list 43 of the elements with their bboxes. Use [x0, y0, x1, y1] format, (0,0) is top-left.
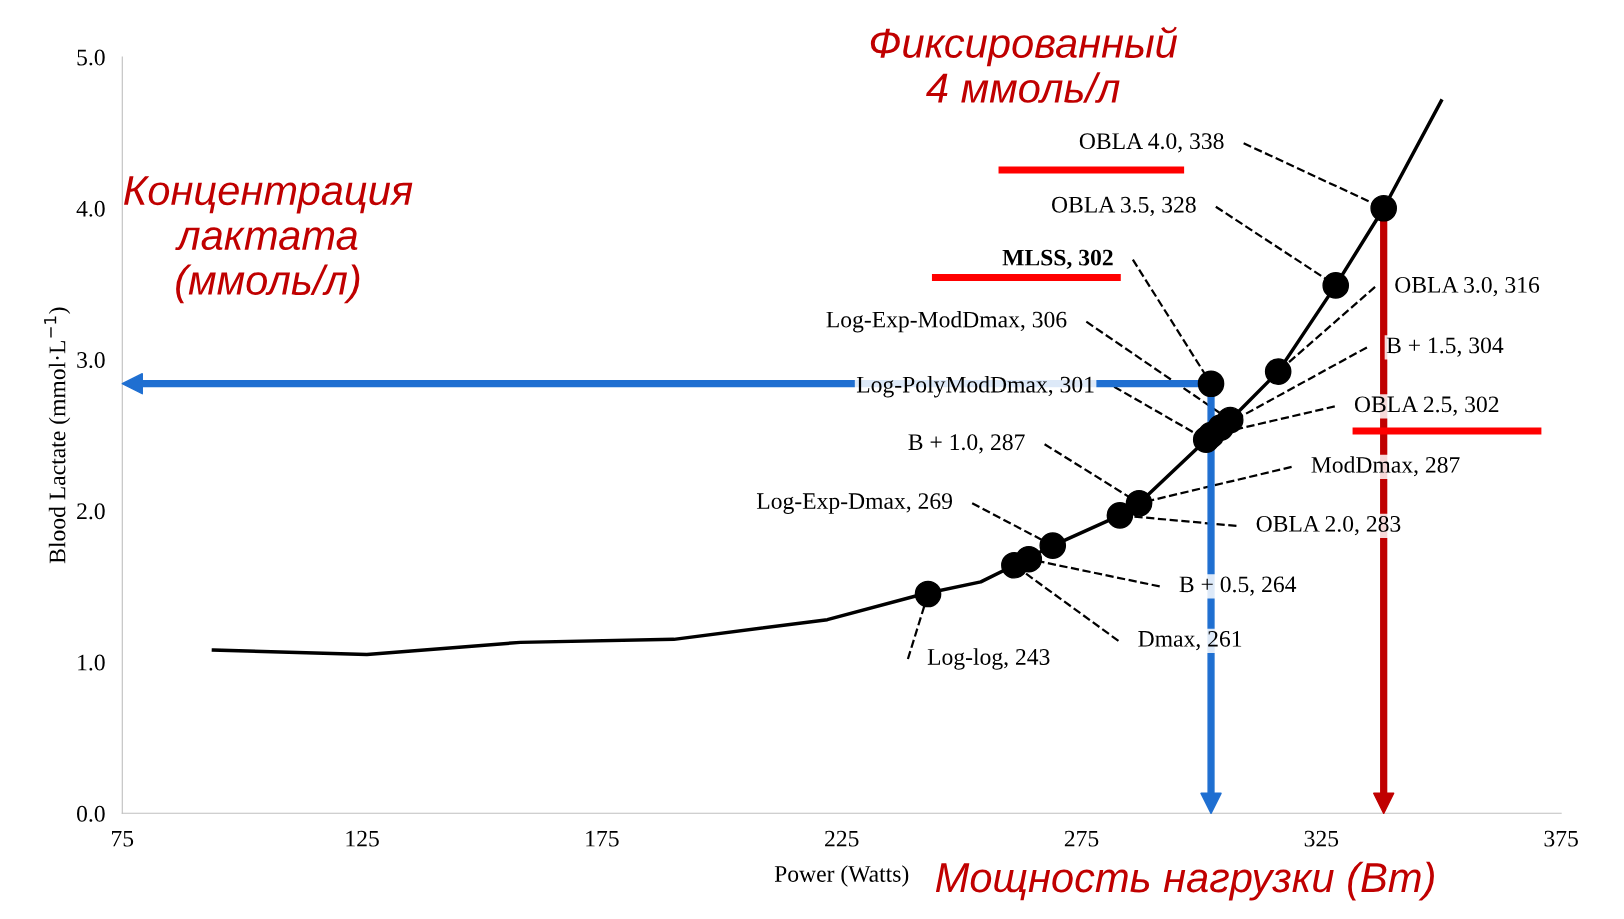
annotation: OBLA 4.0, 338 — [1079, 133, 1224, 153]
point — [1216, 406, 1244, 434]
point — [1264, 358, 1292, 385]
point — [1106, 502, 1134, 529]
annotation: OBLA 2.0, 283 — [1256, 515, 1401, 536]
y-tick-label: 2.0 — [77, 503, 105, 520]
annotation: OBLA 3.5, 328 — [1052, 196, 1196, 217]
annotation: Dmax, 261 — [1138, 630, 1242, 651]
annotation: Фиксированный 4 ммоль/л — [870, 26, 1178, 103]
y-tick-label: 4.0 — [76, 200, 105, 217]
annotation: Концентрация лактата (ммоль/л) — [124, 176, 413, 304]
y-tick-label: 0.0 — [77, 805, 105, 822]
x-tick-label: 375 — [1544, 830, 1578, 847]
annotation: Log-Exp-ModDmax, 306 — [826, 310, 1067, 333]
annotation: OBLA 3.0, 316 — [1395, 276, 1540, 297]
annotation: B + 0.5, 264 — [1179, 576, 1297, 596]
annotation: OBLA 2.5, 302 — [1354, 396, 1499, 416]
annotation: ModDmax, 287 — [1311, 456, 1460, 477]
x-tick-label: 225 — [825, 830, 859, 847]
x-tick-label: 275 — [1064, 830, 1099, 847]
point — [1370, 194, 1398, 222]
point — [1197, 370, 1225, 398]
y-axis-title: Blood Lactate (mmol·L$^{−1}$) — [44, 307, 71, 564]
annotation: B + 1.0, 287 — [908, 434, 1025, 454]
y-tick-label: 5.0 — [77, 49, 105, 66]
point — [1039, 532, 1067, 559]
x-tick-label: 175 — [586, 830, 619, 847]
x-tick-label: 125 — [346, 830, 379, 847]
annotation: Log-PolyModDmax, 301 — [856, 376, 1094, 398]
x-tick-label: 325 — [1304, 830, 1339, 847]
point — [1125, 489, 1153, 517]
text: Мощность нагрузки (Вт) — [935, 861, 1434, 901]
point — [1015, 545, 1043, 573]
y-tick-label: 3.0 — [77, 352, 105, 369]
y-tick-label: 1.0 — [78, 654, 105, 671]
point — [1322, 272, 1350, 299]
annotation: B + 1.5, 304 — [1386, 337, 1504, 357]
point — [914, 580, 942, 608]
annotation: MLSS, 302 — [1002, 249, 1113, 270]
annotation: Log-log, 243 — [927, 648, 1050, 670]
x-tick-label: 75 — [112, 830, 134, 847]
x-axis-title: Power (Watts) — [774, 865, 909, 887]
annotation: Log-Exp-Dmax, 269 — [756, 493, 953, 514]
